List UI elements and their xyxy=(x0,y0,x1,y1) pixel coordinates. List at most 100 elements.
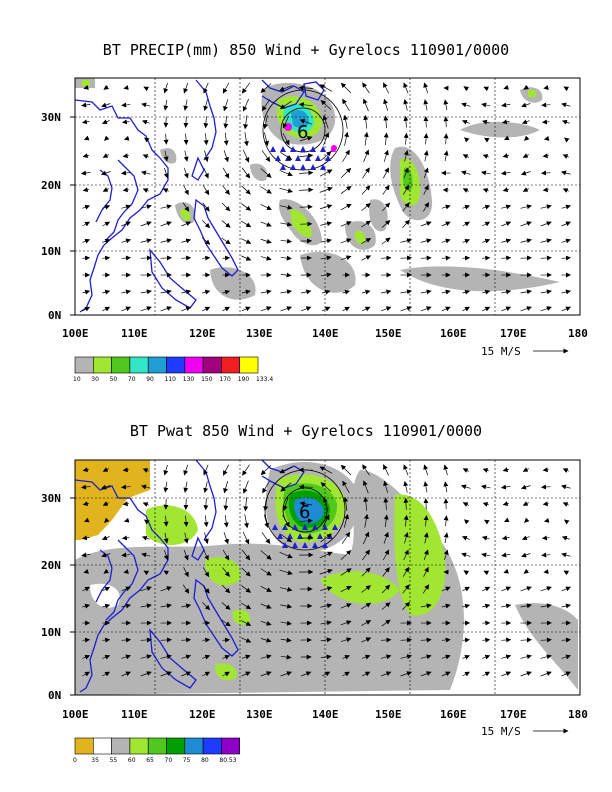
wind-vector xyxy=(299,187,314,193)
wind-vector xyxy=(520,221,532,227)
wind-vector xyxy=(241,289,251,295)
wind-vector xyxy=(123,135,130,141)
wind-vector xyxy=(503,84,509,90)
wind-vector xyxy=(383,82,389,94)
wind-vector xyxy=(141,170,151,176)
wind-vector xyxy=(501,204,512,210)
wind-vector xyxy=(82,153,89,159)
wind-vector xyxy=(342,289,350,295)
wind-vector xyxy=(121,119,130,125)
wind-vector xyxy=(122,187,129,193)
wind-vector xyxy=(143,86,150,92)
wind-vector xyxy=(260,238,272,244)
gyre-triangle xyxy=(320,164,326,170)
lon-label: 120E xyxy=(189,327,216,340)
colorbar-swatch xyxy=(239,356,259,374)
wind-vector xyxy=(141,102,151,108)
wind-vector xyxy=(540,306,552,312)
wind-vector xyxy=(261,99,271,112)
wind-vector xyxy=(340,186,352,194)
gyre-markers xyxy=(270,146,336,170)
wind-vector xyxy=(464,137,470,143)
wind-vector xyxy=(441,255,451,261)
wind-vector xyxy=(121,238,131,244)
svg-text:6: 6 xyxy=(297,122,308,143)
gyre-triangle xyxy=(300,146,306,152)
colorbar-swatch xyxy=(184,356,204,374)
wind-vector xyxy=(382,184,390,195)
wind-vector xyxy=(482,238,491,244)
wind-vector xyxy=(241,255,252,261)
wind-vector xyxy=(462,204,471,210)
wind-vector xyxy=(403,115,409,128)
wind-vector xyxy=(279,170,293,177)
colorbar-swatch xyxy=(93,356,112,374)
wind-vector xyxy=(383,115,389,129)
wind-vector xyxy=(183,82,189,94)
wind-vector xyxy=(243,115,249,130)
wind-vector xyxy=(482,204,491,210)
wind-vector xyxy=(183,116,189,128)
wind-vector xyxy=(462,255,471,261)
wind-vector xyxy=(363,149,370,163)
wind-vector xyxy=(342,306,350,312)
wind-vector xyxy=(481,170,491,176)
wind-vector xyxy=(260,83,272,93)
lat-label: 10N xyxy=(41,245,61,258)
wind-vector xyxy=(420,306,432,312)
map-frame xyxy=(74,77,581,316)
gyre-triangle xyxy=(275,155,281,161)
wind-vector xyxy=(462,306,470,312)
wind-vector xyxy=(301,289,312,295)
wind-vector xyxy=(163,167,169,179)
wind-vector xyxy=(443,150,449,162)
wind-vector xyxy=(241,185,251,195)
wind-vector xyxy=(423,133,429,145)
wind-vector xyxy=(121,289,132,295)
wind-vector xyxy=(423,82,429,94)
colorbar-swatch xyxy=(111,356,131,374)
wind-vector xyxy=(104,135,110,141)
wind-vector xyxy=(482,306,491,312)
wind-vector xyxy=(420,289,432,295)
wind-vector xyxy=(298,85,313,91)
wind-vector xyxy=(441,306,451,312)
precip-shading xyxy=(75,78,560,300)
wind-vector xyxy=(403,167,409,179)
wind-vector xyxy=(102,306,111,312)
wind-vector xyxy=(561,102,571,108)
wind-vector xyxy=(241,167,251,179)
wind-vector xyxy=(280,255,292,261)
wind-vector xyxy=(279,85,293,92)
gyre-triangle xyxy=(320,146,326,152)
wind-vector xyxy=(422,202,430,212)
wind-vector xyxy=(342,149,350,163)
colorbar-label: 50 xyxy=(110,376,118,383)
gyre-triangle xyxy=(310,146,316,152)
wind-vector xyxy=(201,237,211,245)
wind-vector xyxy=(280,306,292,312)
wind-vector xyxy=(260,306,272,312)
colorbar: 10 30 50 70 90 110 130 150 170 190 133.4 xyxy=(73,356,273,383)
wind-vector xyxy=(241,220,252,228)
wind-vector xyxy=(123,85,129,90)
wind-vector xyxy=(243,132,249,147)
wind-vector xyxy=(163,99,169,111)
wind-vector xyxy=(280,151,293,161)
wind-vector xyxy=(482,154,489,159)
wind-vector xyxy=(82,238,91,244)
wind-vector xyxy=(481,102,491,108)
wind-vector xyxy=(501,170,511,176)
wind-vector xyxy=(222,289,231,295)
wind-vector xyxy=(561,204,571,210)
wind-vector xyxy=(522,119,530,125)
wind-vector xyxy=(342,98,350,112)
lon-label: 150E xyxy=(375,327,402,340)
wind-vector xyxy=(183,185,189,196)
wind-vector xyxy=(420,238,432,244)
wind-vector xyxy=(202,306,211,312)
wind-vectors xyxy=(81,82,571,312)
wind-vector xyxy=(383,98,389,111)
colorbar-swatch xyxy=(74,356,94,374)
wind-vector xyxy=(223,115,229,129)
